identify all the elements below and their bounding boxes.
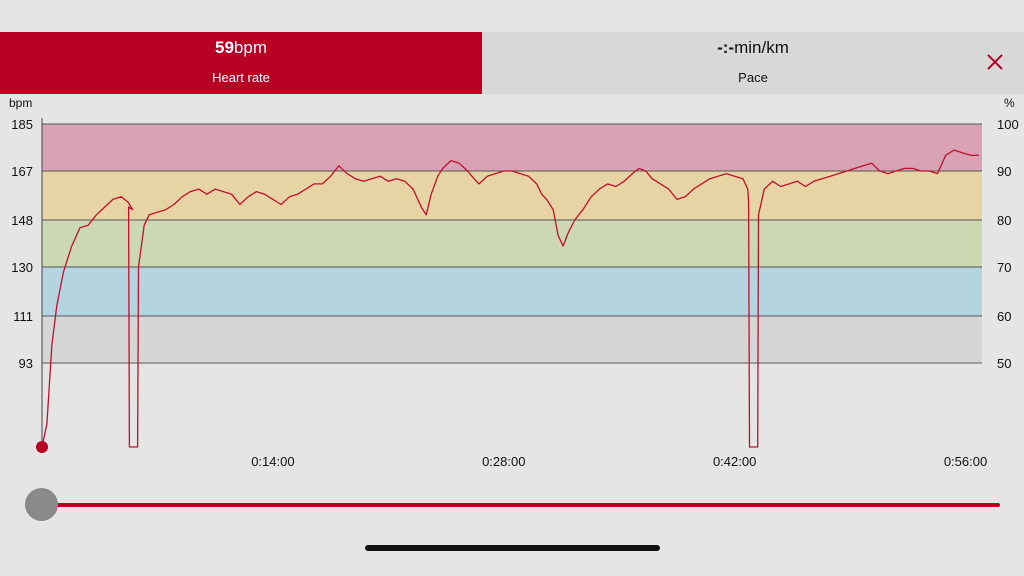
right-tick-label: 70 (997, 260, 1011, 275)
tab-pace[interactable]: -:-min/km Pace (482, 32, 1024, 94)
hr-zone-1 (42, 316, 982, 363)
x-tick-label: 0:14:00 (251, 454, 294, 469)
heart-rate-line (41, 149, 979, 448)
right-tick-label: 80 (997, 213, 1011, 228)
left-axis-unit: bpm (9, 96, 33, 110)
right-tick-label: 100 (997, 117, 1019, 132)
right-tick-label: 50 (997, 356, 1011, 371)
left-tick-label: 185 (11, 117, 33, 132)
hr-zone-4 (42, 171, 982, 220)
hr-zone-3 (42, 220, 982, 267)
close-icon[interactable] (984, 51, 1006, 73)
heart-rate-value: 59bpm (215, 38, 267, 58)
x-tick-label: 0:28:00 (482, 454, 525, 469)
left-tick-label: 167 (11, 164, 33, 179)
heart-rate-unit: bpm (233, 38, 267, 57)
left-tick-label: 148 (11, 213, 33, 228)
heart-rate-label: Heart rate (212, 70, 270, 85)
metric-tabs: 59bpm Heart rate -:-min/km Pace (0, 32, 1024, 94)
right-tick-label: 60 (997, 309, 1011, 324)
hr-zone-5 (42, 124, 982, 171)
left-tick-label: 130 (11, 260, 33, 275)
current-point-marker (36, 441, 48, 453)
timeline-slider[interactable] (25, 486, 1000, 522)
slider-thumb[interactable] (25, 488, 58, 521)
slider-track[interactable] (41, 503, 1000, 507)
heart-rate-chart: 185 167 148 130 111 93 100 90 80 70 60 50 0:14:00 0:2… (11, 117, 1019, 469)
tab-heart-rate[interactable]: 59bpm Heart rate (0, 32, 482, 94)
pace-value: -:-min/km (717, 38, 789, 58)
hr-zone-2 (42, 267, 982, 316)
pace-label: Pace (738, 70, 768, 85)
right-axis-unit: % (1004, 96, 1015, 110)
left-tick-label: 93 (19, 356, 33, 371)
home-indicator (365, 545, 660, 551)
pace-unit: min/km (734, 38, 789, 57)
right-tick-label: 90 (997, 164, 1011, 179)
pace-number: -:- (717, 38, 735, 57)
x-tick-label: 0:42:00 (713, 454, 756, 469)
x-tick-label: 0:56:00 (944, 454, 987, 469)
heart-rate-number: 59 (215, 38, 234, 57)
left-tick-label: 111 (13, 309, 33, 324)
